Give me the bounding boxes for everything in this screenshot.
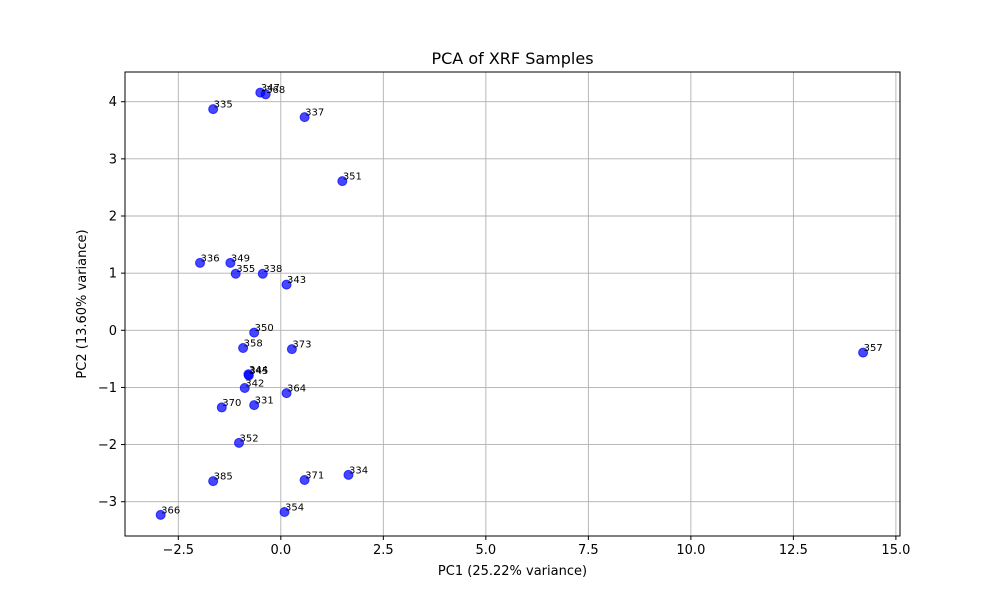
scatter-point — [238, 343, 249, 353]
x-tick-label: 7.5 — [578, 543, 599, 558]
point-label: 338 — [263, 264, 282, 275]
point-label: 385 — [214, 472, 233, 483]
chart-title: PCA of XRF Samples — [431, 49, 593, 68]
scatter-point — [858, 347, 869, 358]
point-label: 349 — [231, 253, 250, 264]
point-label: 366 — [161, 505, 180, 516]
point-label: 342 — [245, 379, 264, 390]
scatter-point — [195, 257, 206, 268]
point-label: 331 — [255, 396, 274, 407]
point-label: 364 — [287, 384, 306, 395]
point-label: 355 — [236, 264, 255, 275]
point-label: 351 — [343, 172, 362, 183]
y-tick-label: −3 — [98, 495, 117, 510]
scatter-point — [279, 507, 290, 517]
point-label: 345 — [249, 366, 268, 377]
point-label: 352 — [239, 433, 258, 444]
y-tick-label: −2 — [98, 438, 117, 453]
x-tick-label: 12.5 — [779, 543, 808, 558]
point-label: 335 — [214, 100, 233, 111]
scatter-points — [155, 87, 869, 520]
x-tick-label: 0.0 — [270, 543, 291, 558]
point-label: 343 — [287, 275, 306, 286]
point-label: 354 — [285, 503, 304, 514]
scatter-point — [281, 279, 292, 290]
x-tick-label: 5.0 — [476, 543, 497, 558]
scatter-point — [286, 344, 297, 355]
y-tick-label: 0 — [109, 324, 117, 339]
y-tick-label: 3 — [109, 152, 117, 167]
point-label: 344 — [249, 365, 268, 376]
point-label: 373 — [292, 340, 311, 351]
scatter-point — [281, 388, 292, 399]
point-label: 347 — [261, 83, 280, 94]
point-label: 337 — [305, 108, 324, 119]
y-tick-label: 2 — [109, 210, 117, 225]
scatter-point — [208, 476, 219, 487]
point-label: 371 — [305, 471, 324, 482]
point-label: 370 — [222, 398, 241, 409]
x-tick-label: 2.5 — [373, 543, 394, 558]
x-tick-label: 10.0 — [676, 543, 705, 558]
scatter-point — [343, 469, 354, 480]
scatter-point — [337, 176, 348, 187]
scatter-point — [260, 89, 271, 100]
y-tick-label: 1 — [109, 267, 117, 282]
scatter-point — [208, 104, 219, 115]
scatter-point — [249, 400, 260, 411]
point-label: 358 — [244, 339, 263, 350]
y-tick-label: 4 — [109, 95, 117, 110]
scatter-point — [249, 327, 260, 338]
point-label: 368 — [266, 85, 285, 96]
axis-ticks: −2.5 0.0 2.5 5.0 7.5 10.0 12.5 15.0 −3 −2 −1 0 1 2 3 4 — [98, 95, 911, 558]
x-axis-label: PC1 (25.22% variance) — [438, 564, 587, 579]
scatter-point — [216, 402, 227, 413]
point-label: 336 — [201, 253, 220, 264]
scatter-point — [243, 370, 254, 381]
y-axis-label: PC2 (13.60% variance) — [75, 229, 90, 378]
point-label: 334 — [349, 465, 368, 476]
scatter-point — [230, 268, 241, 279]
scatter-point — [299, 475, 310, 485]
y-tick-label: −1 — [98, 381, 117, 396]
scatter-point — [239, 383, 250, 393]
scatter-point — [299, 112, 310, 123]
scatter-point — [233, 437, 244, 448]
point-label: 357 — [864, 343, 883, 354]
plot-frame — [124, 71, 901, 537]
x-tick-label: −2.5 — [163, 543, 195, 558]
scatter-point — [155, 509, 166, 520]
scatter-point — [225, 257, 236, 268]
scatter-point — [257, 268, 268, 279]
point-label: 350 — [255, 323, 274, 334]
x-tick-label: 15.0 — [881, 543, 910, 558]
